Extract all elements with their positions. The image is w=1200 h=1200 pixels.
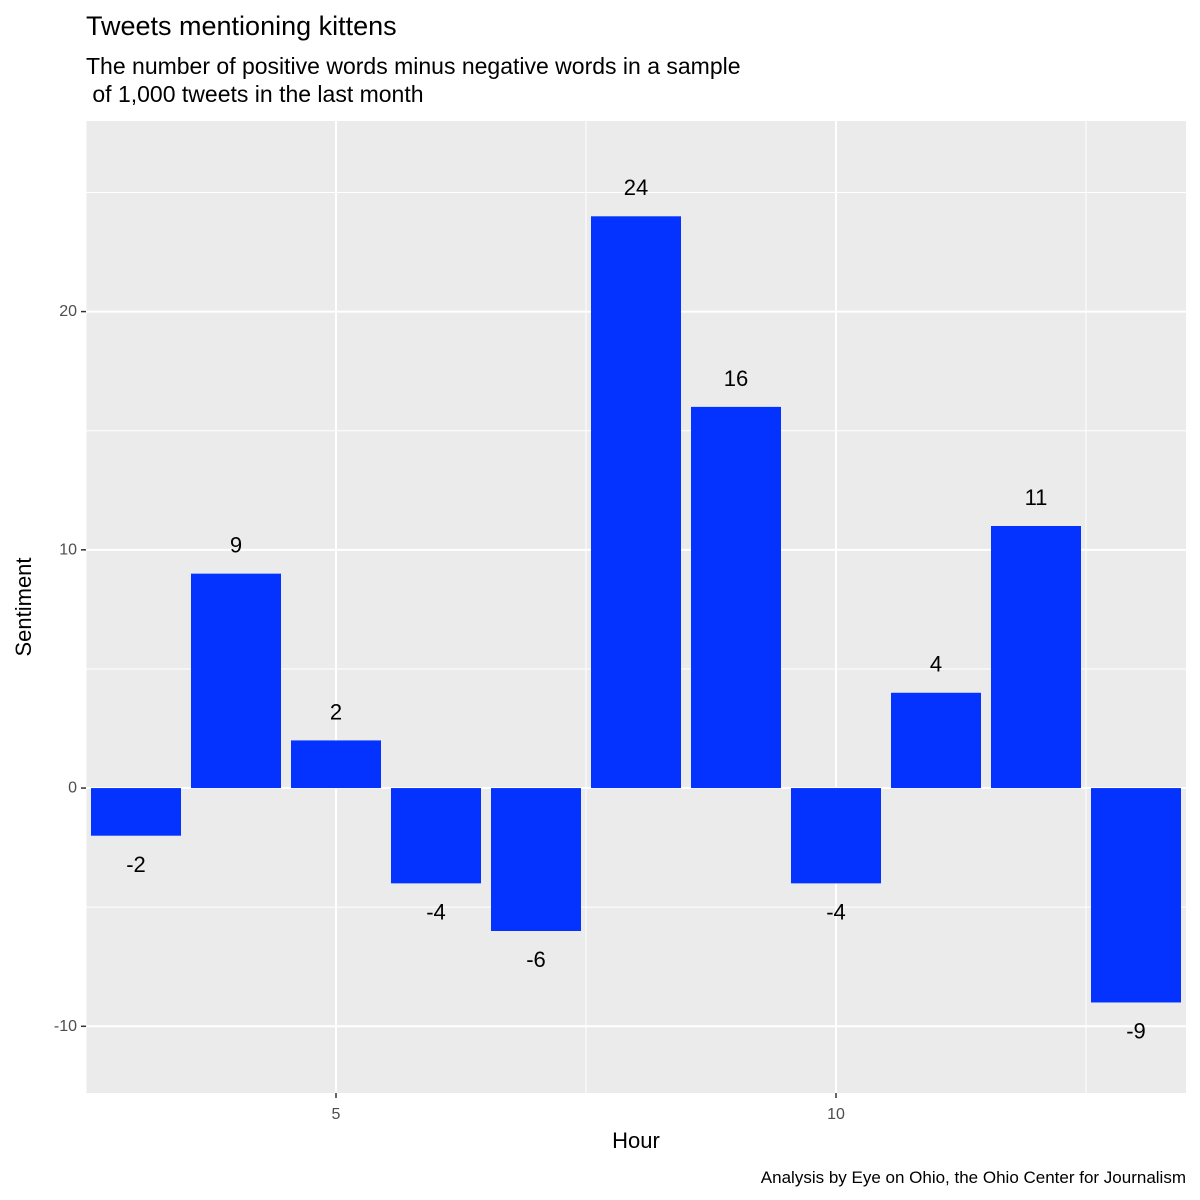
y-tick-label: -10: [54, 1018, 77, 1035]
data-label: 2: [330, 699, 342, 724]
x-axis: 5 10: [332, 1093, 845, 1123]
chart-subtitle-line-2: of 1,000 tweets in the last month: [86, 81, 424, 107]
data-label: 4: [930, 652, 942, 677]
bar: [691, 406, 781, 789]
data-label: -4: [426, 899, 446, 924]
bar: [591, 216, 681, 789]
bar: [1091, 788, 1181, 1003]
bar: [391, 788, 481, 884]
data-label: 11: [1025, 485, 1048, 510]
y-axis: -10 0 10 20: [54, 303, 86, 1035]
bar: [891, 692, 981, 789]
data-label: 24: [624, 175, 648, 200]
data-label: -2: [126, 852, 146, 877]
bar: [991, 526, 1081, 789]
y-tick-label: 0: [68, 780, 77, 797]
y-tick-label: 10: [59, 541, 77, 558]
data-label: 16: [724, 366, 748, 391]
chart-caption: Analysis by Eye on Ohio, the Ohio Center…: [761, 1168, 1186, 1187]
x-tick-label: 10: [827, 1106, 845, 1123]
data-label: 9: [230, 533, 242, 558]
bars: [91, 216, 1181, 1003]
bar: [491, 788, 581, 931]
data-label: -9: [1126, 1019, 1146, 1044]
y-axis-title: Sentiment: [11, 557, 36, 656]
bar: [791, 788, 881, 884]
bar: [291, 740, 381, 789]
data-label: -6: [526, 947, 546, 972]
x-tick-label: 5: [332, 1106, 341, 1123]
x-axis-title: Hour: [612, 1128, 660, 1153]
data-label: -4: [826, 899, 846, 924]
data-labels: -2 9 2 -4 -6 24 16 -4 4 11 -9: [126, 175, 1146, 1043]
chart-subtitle-line-1: The number of positive words minus negat…: [86, 53, 741, 79]
y-tick-label: 20: [59, 303, 77, 320]
chart-title: Tweets mentioning kittens: [86, 11, 397, 41]
bar: [91, 788, 181, 836]
bar: [191, 573, 281, 789]
